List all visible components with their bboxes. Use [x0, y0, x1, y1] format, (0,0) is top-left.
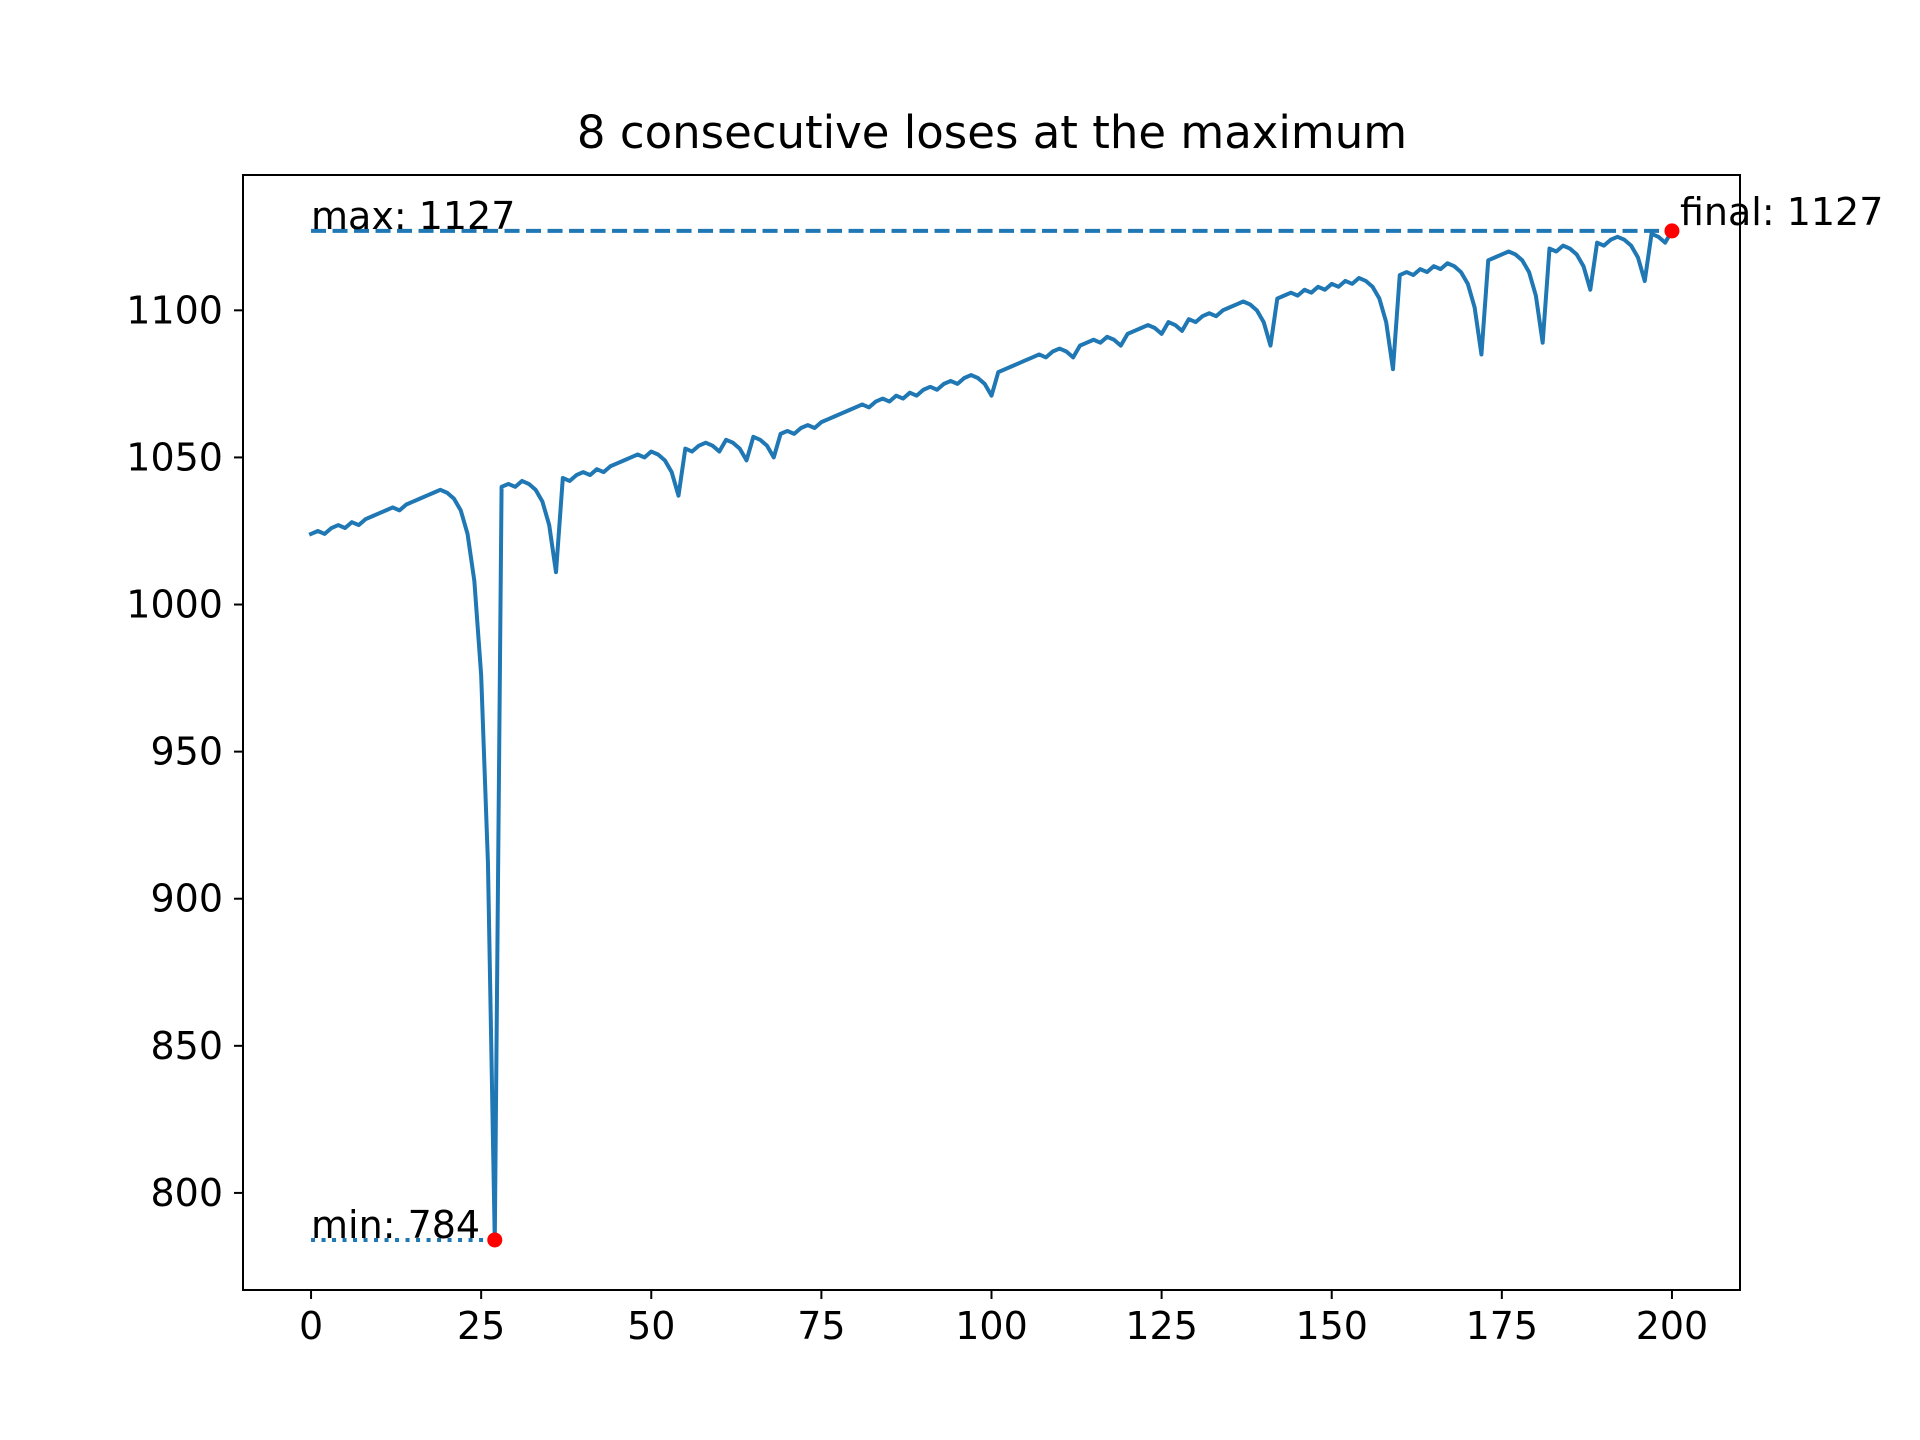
annotation-final-label: final: 1127 — [1680, 190, 1883, 234]
x-tick-label: 200 — [1636, 1304, 1709, 1348]
annotation-max-label: max: 1127 — [311, 194, 515, 238]
series-line-0 — [308, 228, 1675, 1242]
y-tick-label: 900 — [150, 877, 223, 921]
axes: 0 25 50 75 100 125 150 175 200 800 850 900 950 1000 10… — [126, 288, 1708, 1348]
x-tick-label: 175 — [1466, 1304, 1539, 1348]
x-tick-label: 25 — [457, 1304, 505, 1348]
x-tick-label: 125 — [1125, 1304, 1198, 1348]
x-tick-label: 0 — [299, 1304, 323, 1348]
x-tick-label: 75 — [797, 1304, 845, 1348]
min-point-marker — [487, 1232, 503, 1248]
y-tick-label: 1050 — [126, 435, 223, 479]
x-tick-label: 100 — [955, 1304, 1028, 1348]
final-point-marker — [1664, 223, 1680, 239]
annotation-min-label: min: 784 — [311, 1203, 480, 1247]
chart-title: 8 consecutive loses at the maximum — [577, 106, 1407, 159]
y-tick-label: 1000 — [126, 583, 223, 627]
plot-area — [308, 223, 1680, 1248]
y-tick-label: 950 — [150, 730, 223, 774]
y-tick-label: 800 — [150, 1171, 223, 1215]
x-tick-label: 50 — [627, 1304, 675, 1348]
y-tick-label: 1100 — [126, 288, 223, 332]
x-tick-label: 150 — [1295, 1304, 1368, 1348]
y-tick-label: 850 — [150, 1024, 223, 1068]
